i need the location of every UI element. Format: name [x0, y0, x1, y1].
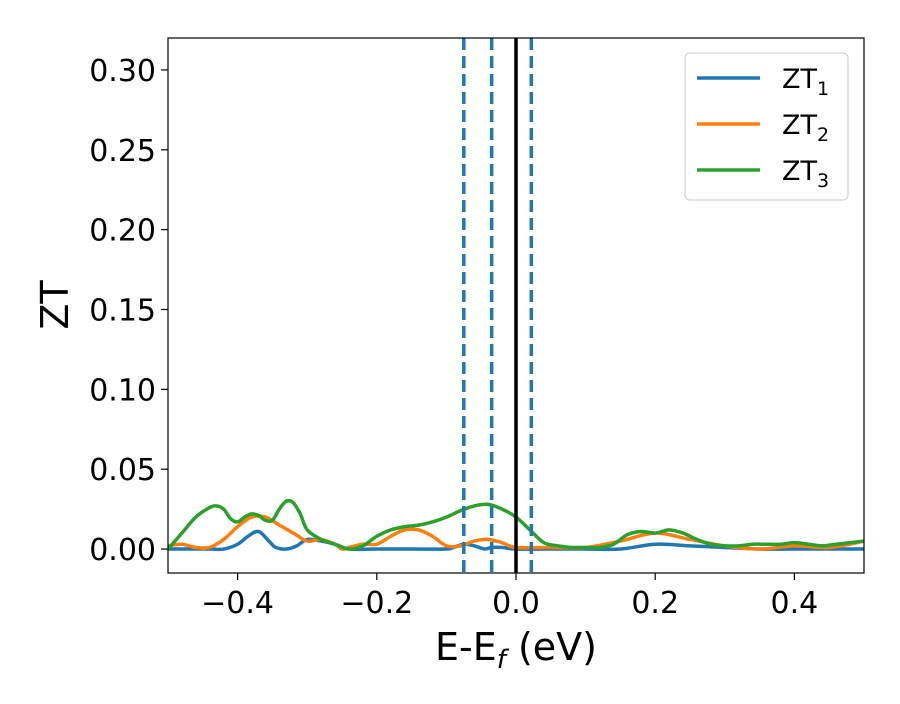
- y-tick-label: 0.00: [89, 533, 156, 568]
- y-tick-label: 0.15: [89, 293, 156, 328]
- series-layer: [168, 498, 864, 552]
- x-axis-ticks: −0.4 −0.2 0.0 0.2 0.4: [201, 573, 818, 621]
- x-axis-label-unit: (eV): [506, 625, 597, 669]
- legend-label-zt2: ZT2: [782, 110, 829, 146]
- x-tick-label: 0.4: [771, 586, 819, 621]
- legend-label-zt1: ZT1: [782, 64, 829, 100]
- legend-frame: [684, 52, 849, 201]
- y-axis-label: ZT: [33, 280, 77, 330]
- x-tick-label: 0.0: [492, 586, 540, 621]
- y-tick-label: 0.25: [89, 134, 156, 169]
- y-tick-label: 0.05: [89, 453, 156, 488]
- x-axis-label: E-Ef (eV): [435, 625, 597, 675]
- series-line-zt3: [168, 498, 864, 551]
- legend: ZT1 ZT2 ZT3: [684, 52, 849, 201]
- y-tick-label: 0.10: [89, 373, 156, 408]
- x-tick-label: −0.2: [340, 586, 413, 621]
- x-tick-label: 0.2: [631, 586, 679, 621]
- vertical-lines-layer: [462, 38, 534, 573]
- x-tick-label: −0.4: [201, 586, 274, 621]
- y-axis-ticks: 0.00 0.05 0.10 0.15 0.20 0.25 0.30: [89, 54, 168, 568]
- legend-label-zt3: ZT3: [782, 156, 829, 192]
- legend-items: ZT1 ZT2 ZT3: [697, 64, 829, 192]
- x-axis-label-main: E-E: [435, 625, 497, 669]
- y-tick-label: 0.30: [89, 54, 156, 89]
- y-tick-label: 0.20: [89, 214, 156, 249]
- series-line-zt1: [168, 529, 864, 552]
